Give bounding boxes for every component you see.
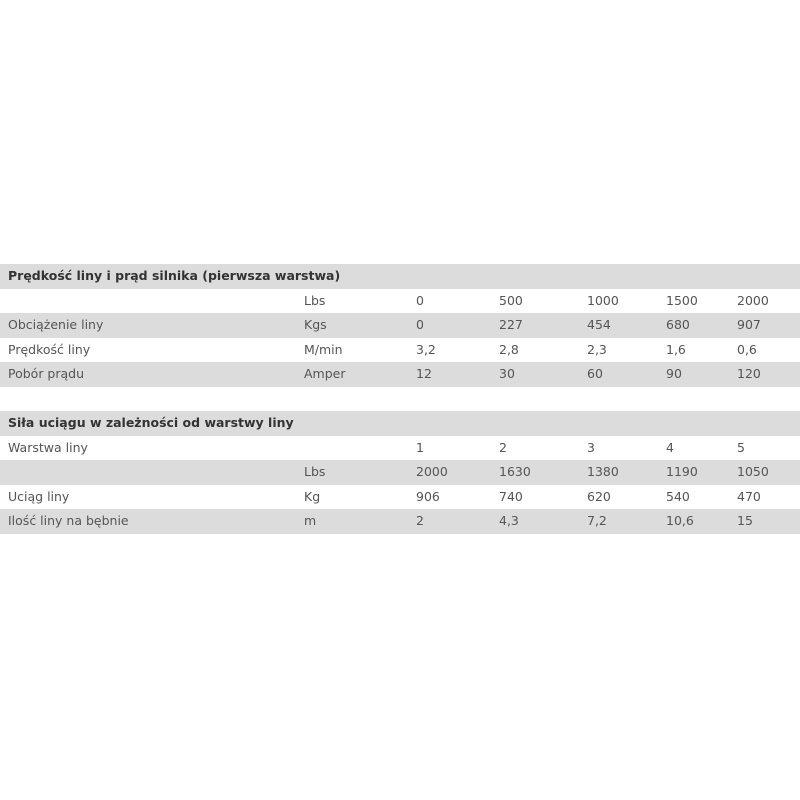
row-value: 10,6 bbox=[666, 513, 694, 528]
row-value: 3 bbox=[587, 439, 595, 455]
row-value: 2000 bbox=[416, 464, 448, 479]
row-value: 1000 bbox=[587, 292, 619, 308]
row-value: 120 bbox=[737, 366, 761, 381]
row-value: 2 bbox=[499, 439, 507, 455]
table-header-row: Siła uciągu w zależności od warstwy liny bbox=[0, 411, 800, 436]
row-label: Uciąg liny bbox=[8, 488, 70, 504]
row-value: 2,8 bbox=[499, 341, 519, 357]
row-value: 1380 bbox=[587, 464, 619, 479]
row-label: Obciążenie liny bbox=[8, 317, 104, 332]
row-value: 2,3 bbox=[587, 341, 607, 357]
row-value: 906 bbox=[416, 488, 440, 504]
table-row: Lbs 0 500 1000 1500 2000 bbox=[0, 289, 800, 314]
row-value: 740 bbox=[499, 488, 523, 504]
row-value: 15 bbox=[737, 513, 753, 528]
row-value: 2 bbox=[416, 513, 424, 528]
row-value: 90 bbox=[666, 366, 682, 381]
row-value: 500 bbox=[499, 292, 523, 308]
row-value: 1 bbox=[416, 439, 424, 455]
row-value: 1190 bbox=[666, 464, 698, 479]
row-value: 0 bbox=[416, 317, 424, 332]
row-unit: Kgs bbox=[304, 317, 327, 332]
row-label: Ilość liny na bębnie bbox=[8, 513, 129, 528]
row-unit: Kg bbox=[304, 488, 321, 504]
row-value: 5 bbox=[737, 439, 745, 455]
row-value: 4,3 bbox=[499, 513, 519, 528]
row-unit: m bbox=[304, 513, 317, 528]
row-value: 30 bbox=[499, 366, 515, 381]
row-value: 540 bbox=[666, 488, 690, 504]
row-value: 680 bbox=[666, 317, 690, 332]
row-unit: Lbs bbox=[304, 464, 326, 479]
row-label: Warstwa liny bbox=[8, 439, 88, 455]
row-value: 1,6 bbox=[666, 341, 686, 357]
row-value: 1500 bbox=[666, 292, 698, 308]
row-value: 3,2 bbox=[416, 341, 436, 357]
row-value: 227 bbox=[499, 317, 523, 332]
table-row: Prędkość liny M/min 3,2 2,8 2,3 1,6 0,6 bbox=[0, 338, 800, 363]
row-value: 4 bbox=[666, 439, 674, 455]
row-label: Prędkość liny bbox=[8, 341, 91, 357]
row-value: 12 bbox=[416, 366, 432, 381]
row-value: 0,6 bbox=[737, 341, 757, 357]
row-unit: M/min bbox=[304, 341, 343, 357]
row-value: 620 bbox=[587, 488, 611, 504]
row-value: 7,2 bbox=[587, 513, 607, 528]
table-header-row: Prędkość liny i prąd silnika (pierwsza w… bbox=[0, 264, 800, 289]
row-value: 60 bbox=[587, 366, 603, 381]
row-unit: Lbs bbox=[304, 292, 326, 308]
row-value: 2000 bbox=[737, 292, 769, 308]
table-row: Warstwa liny 1 2 3 4 5 bbox=[0, 436, 800, 461]
row-value: 907 bbox=[737, 317, 761, 332]
table-title: Siła uciągu w zależności od warstwy liny bbox=[8, 415, 294, 430]
row-value: 454 bbox=[587, 317, 611, 332]
table-title: Prędkość liny i prąd silnika (pierwsza w… bbox=[8, 268, 341, 283]
table-row: Uciąg liny Kg 906 740 620 540 470 bbox=[0, 485, 800, 510]
table-row: Obciążenie liny Kgs 0 227 454 680 907 bbox=[0, 313, 800, 338]
table-row: Pobór prądu Amper 12 30 60 90 120 bbox=[0, 362, 800, 387]
row-value: 470 bbox=[737, 488, 761, 504]
row-value: 1630 bbox=[499, 464, 531, 479]
row-label: Pobór prądu bbox=[8, 366, 85, 381]
row-value: 1050 bbox=[737, 464, 769, 479]
row-value: 0 bbox=[416, 292, 424, 308]
table-row: Lbs 2000 1630 1380 1190 1050 bbox=[0, 460, 800, 485]
table-row: Ilość liny na bębnie m 2 4,3 7,2 10,6 15 bbox=[0, 509, 800, 534]
row-unit: Amper bbox=[304, 366, 346, 381]
